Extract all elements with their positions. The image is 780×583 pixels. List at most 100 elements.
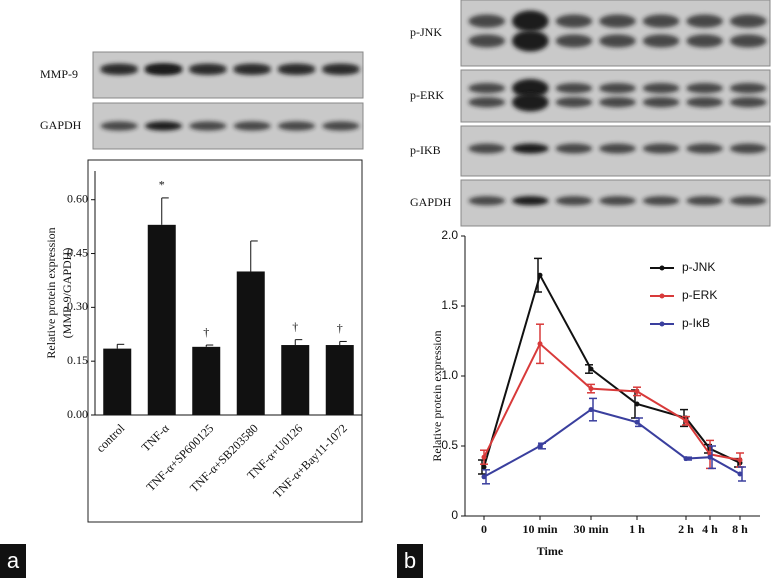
blot-band	[189, 63, 227, 73]
legend-marker	[659, 293, 665, 299]
y-tick-label: 0.60	[67, 191, 88, 205]
blot-band	[468, 143, 506, 154]
blot-band	[642, 14, 680, 28]
legend-marker	[659, 321, 665, 327]
bar	[325, 345, 354, 415]
annotation: †	[203, 325, 209, 339]
point	[481, 464, 487, 470]
panel-a-frame	[87, 159, 363, 523]
blot-band	[686, 143, 723, 154]
legend-label: p-ERK	[682, 288, 717, 302]
x-tick-label: 1 h	[629, 522, 645, 536]
point	[707, 454, 713, 460]
blot-band	[599, 196, 636, 206]
blot-band	[686, 97, 723, 108]
y-tick-label: 1.5	[441, 298, 458, 312]
bar	[236, 271, 265, 415]
x-tick-label: 30 min	[573, 522, 608, 536]
blot-band	[512, 196, 549, 206]
annotation: *	[159, 178, 165, 192]
x-tick-label: 0	[481, 522, 487, 536]
blot-band	[322, 121, 360, 131]
y-tick-label: 0.30	[67, 299, 88, 313]
point	[481, 454, 487, 460]
point	[588, 366, 594, 372]
blot-strip	[92, 51, 364, 99]
point	[634, 419, 640, 425]
point	[634, 401, 640, 407]
blot-band	[599, 34, 636, 48]
blot-band	[642, 196, 680, 206]
blot-band	[189, 121, 227, 131]
blot-band	[468, 97, 506, 108]
x-tick-label: 8 h	[732, 522, 748, 536]
blot-band	[512, 30, 549, 52]
bar	[147, 224, 176, 415]
point	[683, 456, 689, 462]
y-axis-label: Relative protein expression	[430, 330, 444, 461]
point	[683, 418, 689, 424]
blot-band	[729, 14, 767, 28]
blot-band	[512, 79, 549, 98]
point	[481, 474, 487, 480]
blot-band	[468, 196, 506, 206]
blot-band	[277, 63, 316, 73]
blot-band	[729, 34, 767, 48]
bar	[192, 346, 221, 415]
blot-band	[277, 121, 316, 131]
blot-band	[729, 196, 767, 206]
blot-strip	[460, 69, 771, 123]
panel-label: b	[404, 548, 416, 573]
blot-band	[555, 83, 593, 94]
point	[737, 457, 743, 463]
legend-label: p-IκB	[682, 316, 710, 330]
blot-band	[468, 83, 506, 94]
point	[588, 386, 594, 392]
blot-band	[100, 121, 138, 131]
blot-label: MMP-9	[40, 67, 78, 81]
y-tick-label: 0	[451, 508, 458, 522]
blot-band	[233, 63, 271, 73]
blot-band	[729, 143, 767, 154]
x-axis-label: Time	[537, 544, 564, 558]
blot-strip	[460, 0, 771, 67]
bar	[103, 348, 132, 415]
blot-band	[642, 34, 680, 48]
blot-label: GAPDH	[410, 195, 452, 209]
blot-label: p-ERK	[410, 88, 444, 102]
x-tick-label: 2 h	[678, 522, 694, 536]
blot-band	[100, 63, 138, 73]
y-tick-label: 0.15	[67, 353, 88, 367]
blot-band	[642, 97, 680, 108]
blot-band	[512, 93, 549, 112]
blot-band	[642, 83, 680, 94]
blot-band	[468, 14, 506, 28]
bar	[281, 345, 310, 415]
point	[537, 341, 543, 347]
y-axis-label: (MMP-9/GAPDH)	[60, 248, 74, 339]
legend-marker	[659, 265, 665, 271]
blot-band	[144, 63, 183, 73]
x-tick-label: 4 h	[702, 522, 718, 536]
blot-band	[512, 143, 549, 154]
y-tick-label: 2.0	[441, 228, 458, 242]
point	[537, 443, 543, 449]
annotation: †	[337, 321, 343, 335]
blot-band	[642, 143, 680, 154]
blot-band	[555, 34, 593, 48]
blot-band	[686, 14, 723, 28]
blot-band	[599, 83, 636, 94]
panel-label: a	[7, 548, 20, 573]
blot-label: GAPDH	[40, 118, 82, 132]
x-tick-label: 10 min	[522, 522, 557, 536]
blot-band	[599, 14, 636, 28]
blot-band	[555, 143, 593, 154]
blot-label: p-JNK	[410, 25, 442, 39]
blot-strip	[92, 102, 364, 150]
panel-label-box	[0, 544, 26, 578]
y-tick-label: 0.00	[67, 407, 88, 421]
blot-band	[599, 97, 636, 108]
blot-band	[686, 83, 723, 94]
blot-band	[729, 83, 767, 94]
annotation: †	[292, 319, 298, 333]
